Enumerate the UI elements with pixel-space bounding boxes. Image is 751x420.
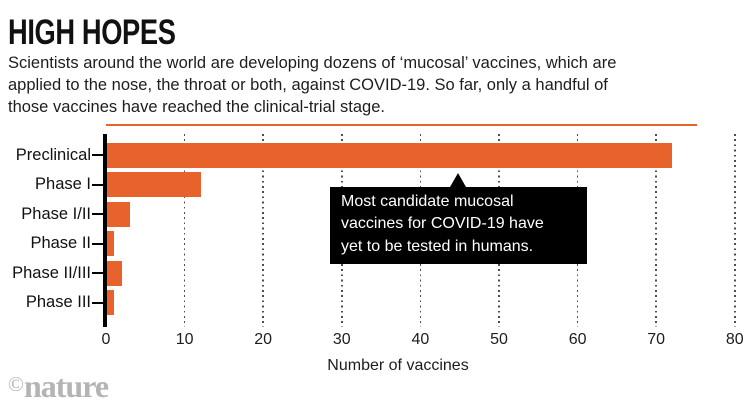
x-tick-label-60: 60 — [568, 331, 587, 348]
x-tick-label-50: 50 — [490, 331, 508, 348]
x-axis-title: Number of vaccines — [327, 357, 469, 374]
x-tick-label-80: 80 — [725, 331, 744, 348]
y-tick-phase-i — [92, 183, 103, 186]
category-label-preclinical: Preclinical — [15, 145, 91, 164]
nature-wordmark: nature — [23, 368, 109, 404]
gridline-10 — [183, 134, 186, 327]
gridline-20 — [262, 134, 264, 327]
orange-top-rule — [106, 124, 697, 126]
category-label-phase-ii-iii: Phase II/III — [12, 263, 91, 282]
bar-phase-i-ii — [106, 201, 131, 227]
bar-phase-ii-iii — [106, 260, 123, 286]
category-label-phase-i: Phase I — [35, 175, 91, 194]
gridline-80 — [734, 134, 736, 327]
x-tick-label-70: 70 — [647, 331, 666, 348]
y-tick-phase-ii-iii — [92, 272, 103, 275]
x-tick-label-40: 40 — [411, 331, 430, 348]
gridline-70 — [655, 134, 657, 327]
nature-logo: ©nature — [8, 368, 109, 405]
chart-subtitle: Scientists around the world are developi… — [8, 54, 617, 116]
category-label-phase-i-ii: Phase I/II — [21, 204, 91, 223]
bar-phase-i — [106, 172, 201, 198]
y-tick-phase-i-ii — [92, 213, 103, 216]
category-label-phase-ii: Phase II — [30, 234, 91, 253]
bar-phase-iii — [106, 290, 115, 316]
x-tick-label-0: 0 — [101, 331, 111, 348]
bar-preclinical — [106, 142, 673, 168]
annotation-arrow-up-icon — [450, 173, 466, 187]
annotation-callout: Most candidate mucosal vaccines for COVI… — [330, 187, 587, 264]
x-tick-label-30: 30 — [332, 331, 351, 348]
y-tick-phase-ii — [92, 242, 103, 245]
y-tick-preclinical — [92, 154, 103, 156]
y-tick-phase-iii — [92, 301, 103, 304]
bar-phase-ii — [106, 231, 115, 257]
chart-title: HIGH HOPES — [8, 13, 176, 52]
category-label-phase-iii: Phase III — [25, 293, 91, 312]
x-tick-label-10: 10 — [175, 331, 194, 348]
x-tick-label-20: 20 — [254, 331, 273, 348]
copyright-icon: © — [8, 372, 24, 396]
y-axis-line — [103, 134, 107, 327]
